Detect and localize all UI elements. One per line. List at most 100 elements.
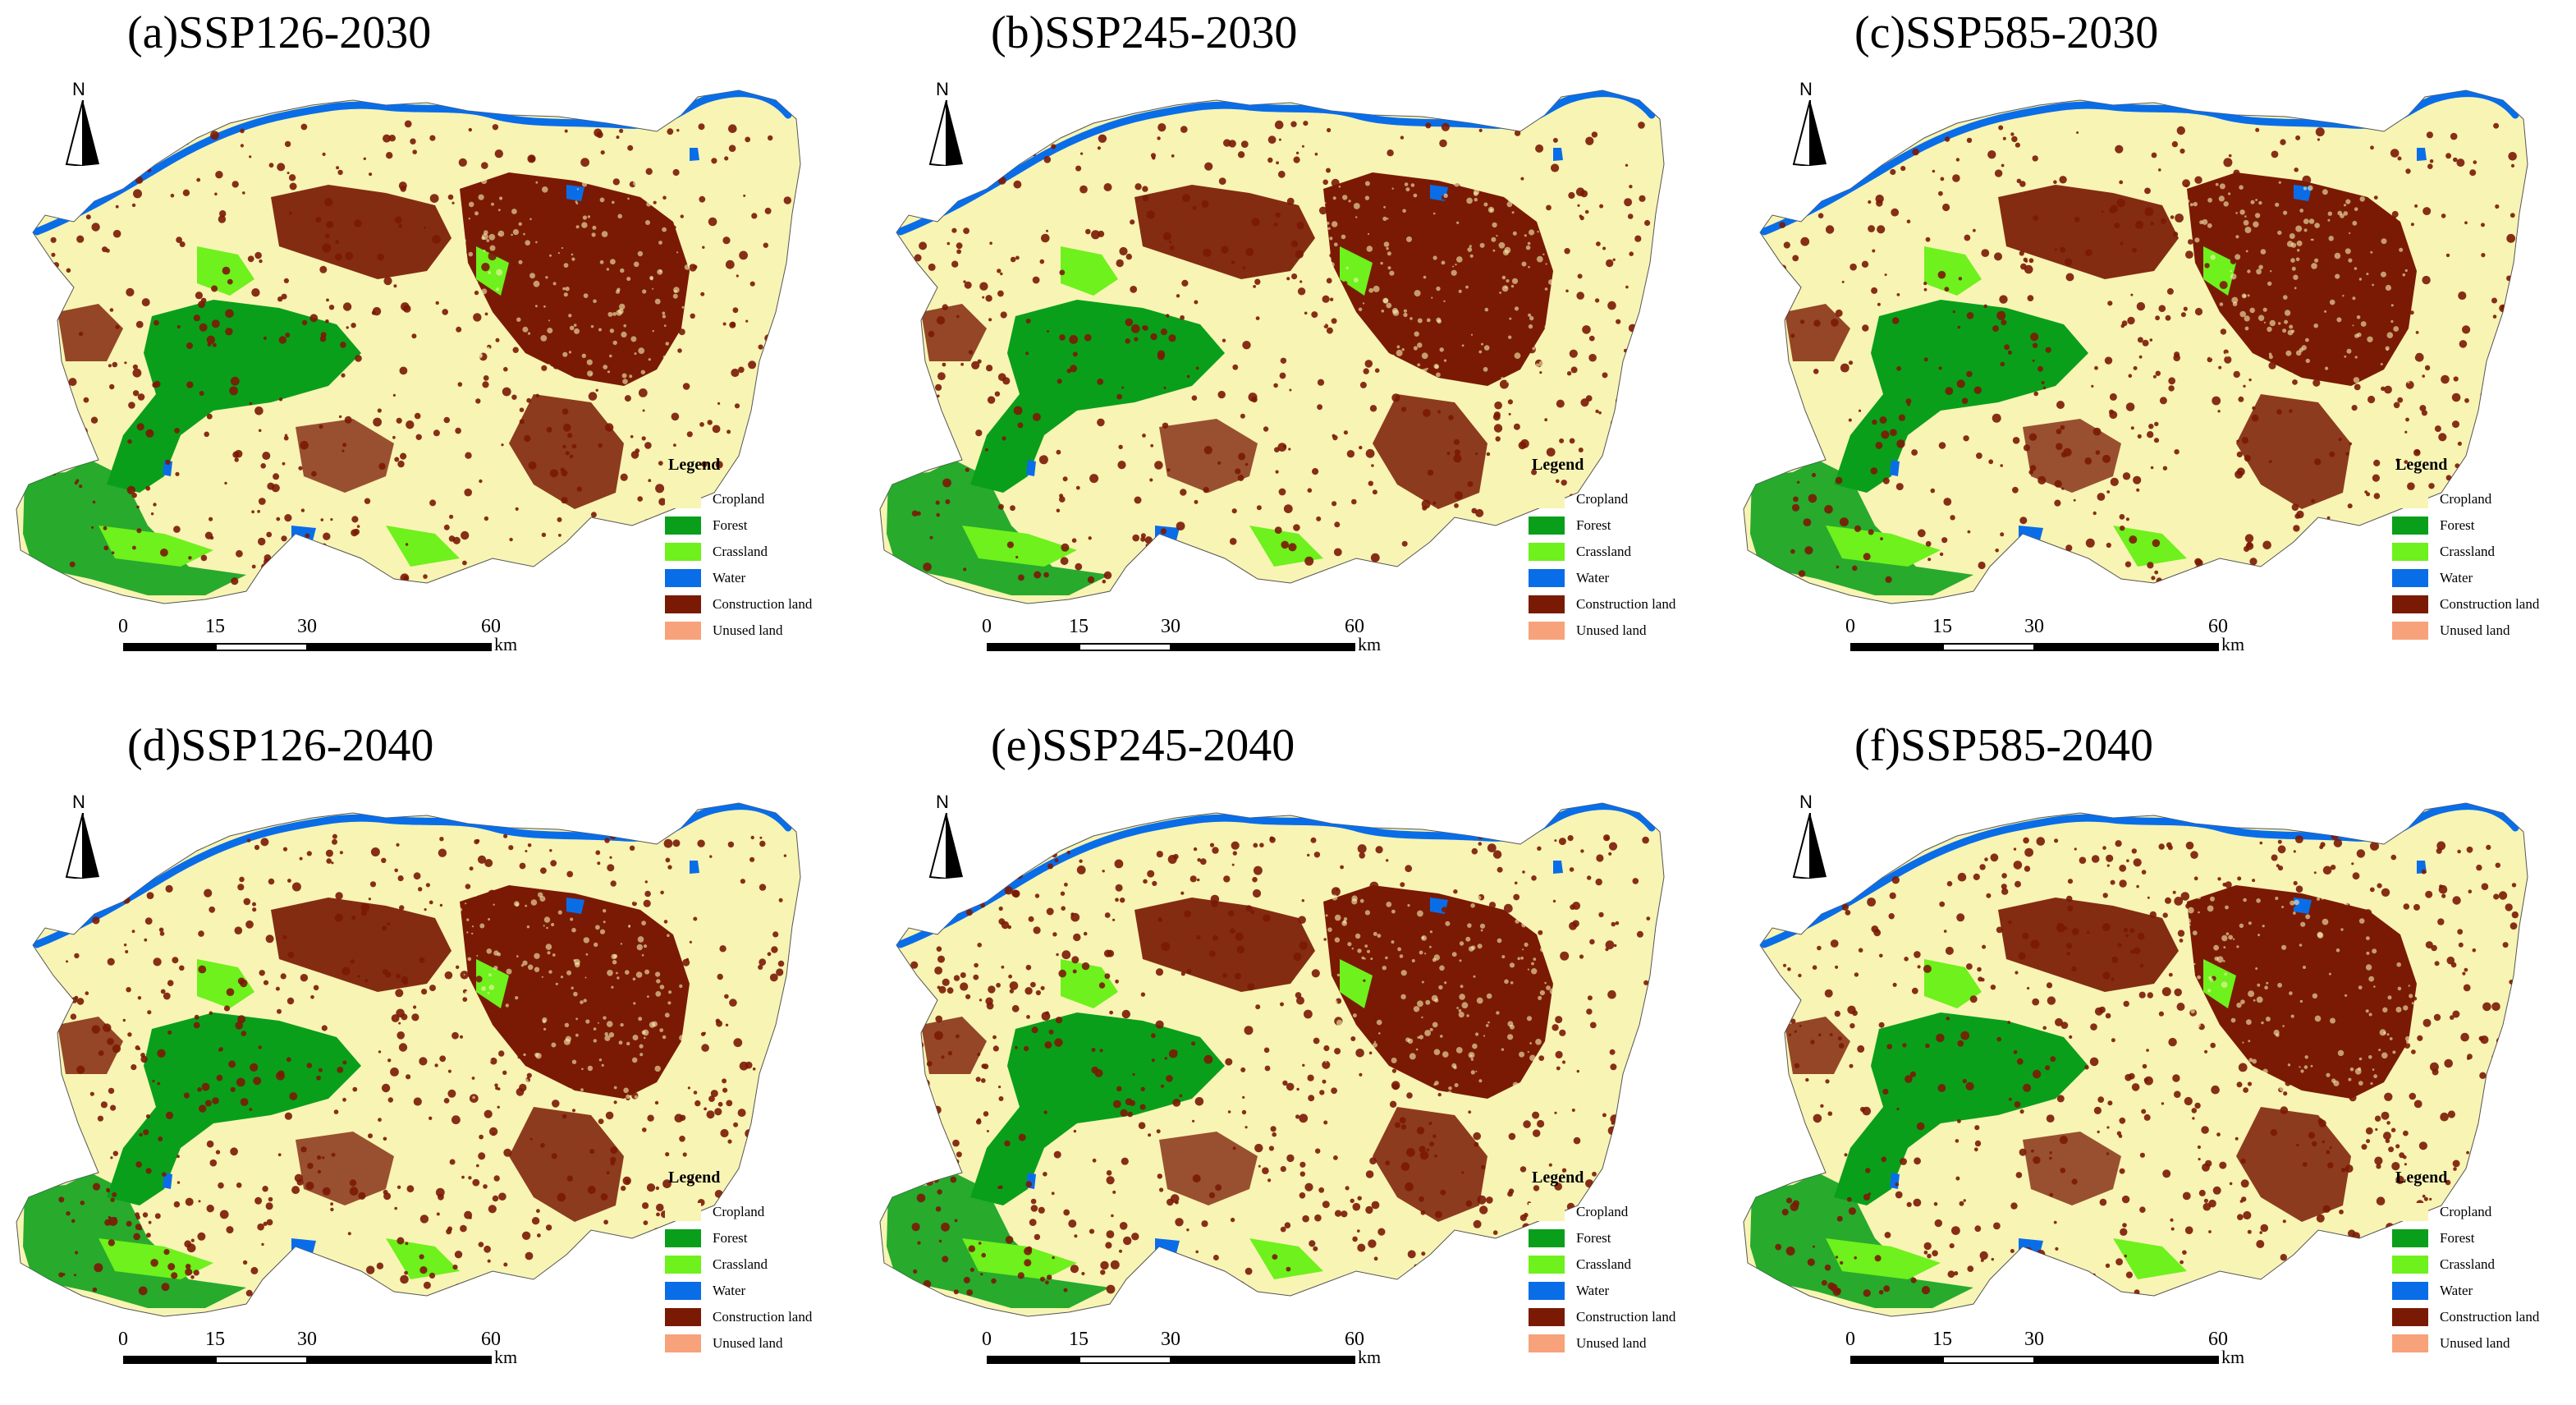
legend-item: Forest (1529, 1225, 1709, 1251)
legend-item: Water (2392, 1278, 2573, 1304)
scale-tick-30: 30 (2024, 1329, 2044, 1350)
panel-title: (a)SSP126-2030 (127, 7, 432, 58)
scale-tick-15: 15 (205, 616, 225, 637)
legend-label: Cropland (1576, 1204, 1629, 1219)
legend-swatch (2392, 517, 2428, 535)
legend-swatch (1529, 1282, 1565, 1300)
land-use-map (16, 802, 801, 1317)
scale-segment-1 (987, 1356, 1079, 1364)
legend-label: Crassland (1576, 1256, 1632, 1272)
river-water (896, 803, 1656, 948)
legend-swatch (2392, 1334, 2428, 1352)
scale-bar: 0 15 30 60 km (1845, 1329, 2244, 1378)
scale-segment-3 (2034, 643, 2219, 651)
forest-south (1750, 460, 1973, 595)
construction-south (2023, 1132, 2121, 1205)
legend-swatch (665, 543, 701, 561)
scale-segment-2 (1942, 1356, 2035, 1364)
scale-bar: 0 15 30 60 km (1845, 616, 2244, 665)
legend-item: Unused land (1529, 618, 1709, 644)
forest-main (970, 300, 1225, 493)
scale-bar: 0 15 30 60 km (118, 616, 517, 665)
legend-item: Cropland (665, 1199, 846, 1225)
legend-label: Unused land (1576, 622, 1647, 638)
legend-item: Unused land (2392, 618, 2573, 644)
scale-segment-1 (1850, 643, 1943, 651)
map-panel-c: (c)SSP585-2030 N Legend Cropland Forest Cr… (1727, 0, 2576, 692)
panel-title: (e)SSP245-2040 (991, 720, 1295, 771)
legend-label: Crassland (713, 1256, 768, 1272)
legend-label: Water (2440, 570, 2473, 585)
forest-south (1750, 1173, 1973, 1308)
land-use-map (879, 802, 1665, 1317)
scale-segment-2 (1079, 1356, 1171, 1364)
construction-west (1998, 898, 2179, 992)
legend-swatch (1529, 490, 1565, 508)
map-panel-b: (b)SSP245-2030 N Legend Cropland Forest Cr… (864, 0, 1717, 692)
grassland-patches (962, 959, 1373, 1279)
scale-segment-1 (123, 643, 216, 651)
scale-tick-0: 0 (1845, 616, 1855, 637)
legend-swatch (1529, 622, 1565, 640)
legend-swatch (665, 1256, 701, 1274)
legend-label: Construction land (2440, 1309, 2540, 1325)
scale-tick-30: 30 (2024, 616, 2044, 637)
legend-swatch (2392, 595, 2428, 613)
scale-tick-15: 15 (1069, 1329, 1089, 1350)
scale-bar: 0 15 30 60 km (118, 1329, 517, 1378)
panel-title: (b)SSP245-2030 (991, 7, 1298, 58)
cropland-speckle (1322, 180, 1555, 388)
legend-label: Unused land (1576, 1335, 1647, 1351)
scale-unit: km (2221, 1347, 2245, 1367)
grassland-patches (99, 246, 509, 567)
legend-swatch (665, 1334, 701, 1352)
legend-label: Construction land (713, 596, 813, 612)
north-arrow-icon (928, 813, 963, 879)
legend-label: Water (1576, 570, 1610, 585)
legend-label: Crassland (2440, 1256, 2496, 1272)
legend-item: Construction land (1529, 1304, 1709, 1330)
legend-items: Cropland Forest Crassland Water Construction… (665, 486, 846, 644)
legend-item: Forest (1529, 512, 1709, 539)
scale-segment-2 (215, 643, 308, 651)
cropland-speckle (458, 177, 690, 387)
river-water (1760, 803, 2519, 948)
river-water (33, 803, 792, 948)
construction-far-west (921, 1017, 987, 1074)
scale-segment-3 (1171, 1356, 1355, 1364)
legend-title: Legend (668, 1169, 721, 1187)
scale-segment-3 (307, 1356, 492, 1364)
scale-tick-15: 15 (1069, 616, 1089, 637)
land-use-map (16, 90, 801, 604)
legend-label: Forest (1576, 1230, 1611, 1246)
legend-item: Forest (2392, 512, 2573, 539)
scale-segment-3 (2034, 1356, 2219, 1364)
construction-west (271, 185, 451, 279)
construction-east-strip (2236, 1107, 2351, 1222)
legend-item: Construction land (665, 591, 846, 618)
legend-label: Construction land (2440, 596, 2540, 612)
legend-item: Construction land (2392, 1304, 2573, 1330)
legend-item: Unused land (665, 1330, 846, 1357)
legend: Legend Cropland Forest Crassland Water Const… (1529, 456, 1709, 644)
scale-segment-1 (123, 1356, 216, 1364)
map-panel-d: (d)SSP126-2040 N Legend Cropland Forest Cr… (0, 713, 854, 1405)
north-arrow-icon (65, 813, 99, 879)
legend-item: Construction land (665, 1304, 846, 1330)
construction-west (1998, 185, 2179, 279)
scale-tick-15: 15 (205, 1329, 225, 1350)
legend-swatch (2392, 490, 2428, 508)
construction-south (2023, 419, 2121, 493)
legend-swatch (665, 622, 701, 640)
legend-items: Cropland Forest Crassland Water Construction… (2392, 1199, 2573, 1357)
river-water (1760, 90, 2519, 236)
scale-segment-3 (307, 643, 492, 651)
legend-label: Water (1576, 1283, 1610, 1298)
forest-south (887, 460, 1110, 595)
legend-title: Legend (2395, 1169, 2448, 1187)
scale-tick-60: 60 (481, 616, 501, 637)
scale-tick-0: 0 (1845, 1329, 1855, 1350)
grassland-patches (962, 246, 1373, 567)
legend-item: Crassland (2392, 539, 2573, 565)
legend: Legend Cropland Forest Crassland Water Const… (2392, 456, 2573, 644)
